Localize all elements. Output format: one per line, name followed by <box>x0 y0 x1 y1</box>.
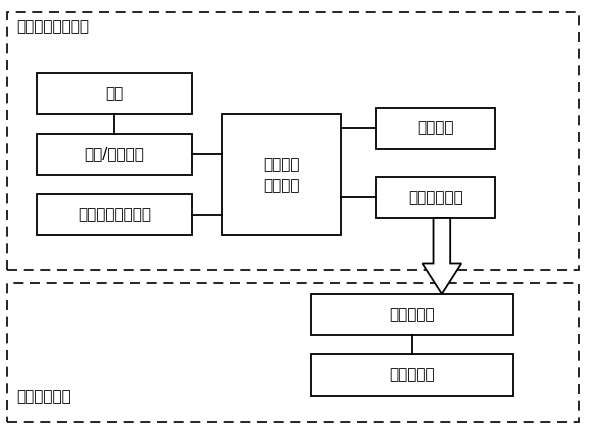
Bar <box>376 177 495 218</box>
Polygon shape <box>423 218 461 294</box>
Text: 远程监控中心: 远程监控中心 <box>16 389 71 404</box>
Bar <box>311 294 513 335</box>
Bar <box>7 12 579 270</box>
Bar <box>311 354 513 395</box>
Bar <box>37 73 192 114</box>
Bar <box>37 194 192 235</box>
Text: 启动/关闭装置: 启动/关闭装置 <box>84 146 145 162</box>
Text: 疲劳检测终端设备: 疲劳检测终端设备 <box>16 19 89 34</box>
Bar <box>376 108 495 149</box>
Text: 显示器平台: 显示器平台 <box>389 368 435 382</box>
Bar <box>37 133 192 175</box>
Text: 表面肌电检测电极: 表面肌电检测电极 <box>78 207 151 222</box>
Text: 数据处理
与控制器: 数据处理 与控制器 <box>263 157 300 193</box>
Text: 服务控制器: 服务控制器 <box>389 307 435 322</box>
Bar <box>222 114 341 235</box>
Text: 振动电机: 振动电机 <box>417 121 454 136</box>
Text: 电池: 电池 <box>105 86 124 101</box>
Bar <box>7 283 579 422</box>
Text: 无线发射装置: 无线发射装置 <box>408 190 463 205</box>
